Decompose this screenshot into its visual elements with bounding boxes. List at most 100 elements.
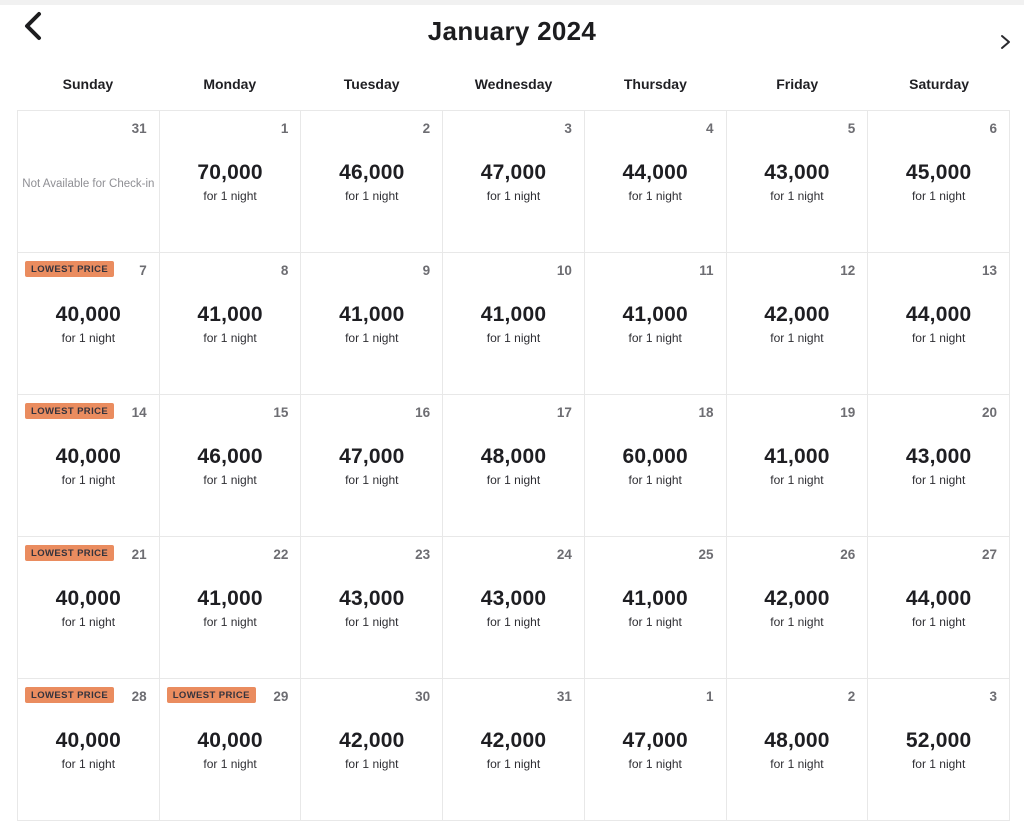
calendar-day[interactable]: 22 41,000 for 1 night bbox=[159, 537, 302, 679]
per-night-label: for 1 night bbox=[486, 757, 541, 771]
day-number: 1 bbox=[280, 121, 289, 136]
weekday-label-friday: Friday bbox=[776, 76, 819, 92]
calendar-day[interactable]: 31 42,000 for 1 night bbox=[443, 679, 585, 821]
day-number: 21 bbox=[131, 547, 147, 562]
price-value: 43,000 bbox=[764, 161, 830, 184]
day-number: 16 bbox=[415, 405, 431, 420]
day-number: 6 bbox=[989, 121, 997, 136]
per-night-label: for 1 night bbox=[911, 189, 966, 203]
price-value: 41,000 bbox=[197, 587, 263, 610]
weekday-label-sunday: Sunday bbox=[62, 76, 114, 92]
day-number: 26 bbox=[840, 547, 856, 562]
unavailable-note: Not Available for Check-in bbox=[22, 178, 155, 190]
calendar-day[interactable]: 3 52,000 for 1 night bbox=[868, 679, 1010, 821]
calendar-day[interactable]: 24 43,000 for 1 night bbox=[443, 537, 585, 679]
calendar-day[interactable]: 9 41,000 for 1 night bbox=[301, 253, 444, 395]
price-block: 48,000 for 1 night bbox=[443, 444, 584, 487]
price-block: 40,000 for 1 night bbox=[18, 302, 159, 345]
weekday-label-wednesday: Wednesday bbox=[474, 76, 553, 92]
next-month-button[interactable] bbox=[994, 31, 1016, 55]
lowest-price-badge: LOWEST PRICE bbox=[166, 687, 256, 703]
calendar-day[interactable]: 20 43,000 for 1 night bbox=[868, 395, 1010, 537]
price-value: 42,000 bbox=[480, 729, 547, 752]
calendar-day[interactable]: 4 44,000 for 1 night bbox=[584, 111, 727, 253]
day-number: 17 bbox=[556, 405, 572, 420]
lowest-price-badge: LOWEST PRICE bbox=[25, 545, 115, 561]
calendar-day[interactable]: 8 41,000 for 1 night bbox=[159, 253, 302, 395]
per-night-label: for 1 night bbox=[203, 189, 257, 203]
price-block: 41,000 for 1 night bbox=[160, 586, 301, 629]
day-number: 2 bbox=[847, 689, 856, 704]
per-night-label: for 1 night bbox=[486, 331, 541, 345]
per-night-label: for 1 night bbox=[911, 473, 966, 487]
price-value: 47,000 bbox=[480, 161, 547, 184]
per-night-label: for 1 night bbox=[61, 473, 116, 487]
weekday-label-thursday: Thursday bbox=[623, 76, 687, 92]
calendar-day[interactable]: 6 45,000 for 1 night bbox=[868, 111, 1010, 253]
page-title: January 2024 bbox=[427, 16, 597, 46]
price-value: 47,000 bbox=[622, 729, 688, 752]
price-block: 48,000 for 1 night bbox=[727, 728, 868, 771]
calendar-day[interactable]: 23 43,000 for 1 night bbox=[301, 537, 444, 679]
day-number: 5 bbox=[847, 121, 856, 136]
calendar-day[interactable]: LOWEST PRICE 7 40,000 for 1 night bbox=[18, 253, 160, 395]
price-value: 43,000 bbox=[339, 587, 405, 610]
calendar-day[interactable]: 27 44,000 for 1 night bbox=[868, 537, 1010, 679]
calendar-day[interactable]: 3 47,000 for 1 night bbox=[443, 111, 585, 253]
price-block: 40,000 for 1 night bbox=[18, 444, 159, 487]
previous-month-button[interactable] bbox=[16, 9, 50, 45]
per-night-label: for 1 night bbox=[911, 757, 966, 771]
price-value: 41,000 bbox=[622, 303, 688, 326]
price-value: 70,000 bbox=[197, 161, 263, 184]
price-block: 60,000 for 1 night bbox=[585, 444, 726, 487]
calendar-day[interactable]: 15 46,000 for 1 night bbox=[159, 395, 302, 537]
day-number: 19 bbox=[840, 405, 856, 420]
day-number: 7 bbox=[139, 263, 147, 278]
calendar-day[interactable]: 26 42,000 for 1 night bbox=[726, 537, 869, 679]
calendar-day[interactable]: 16 47,000 for 1 night bbox=[301, 395, 444, 537]
day-number: 20 bbox=[981, 405, 997, 420]
calendar-day[interactable]: 2 46,000 for 1 night bbox=[301, 111, 444, 253]
calendar-day[interactable]: 18 60,000 for 1 night bbox=[584, 395, 727, 537]
price-block: 45,000 for 1 night bbox=[868, 160, 1009, 203]
calendar-day[interactable]: 19 41,000 for 1 night bbox=[726, 395, 869, 537]
calendar-day[interactable]: 30 42,000 for 1 night bbox=[301, 679, 444, 821]
calendar-day[interactable]: LOWEST PRICE 14 40,000 for 1 night bbox=[18, 395, 160, 537]
price-block: 42,000 for 1 night bbox=[727, 302, 868, 345]
calendar-day[interactable]: LOWEST PRICE 21 40,000 for 1 night bbox=[18, 537, 160, 679]
calendar-day[interactable]: 12 42,000 for 1 night bbox=[726, 253, 869, 395]
per-night-label: for 1 night bbox=[628, 331, 682, 345]
per-night-label: for 1 night bbox=[486, 473, 541, 487]
price-value: 40,000 bbox=[55, 303, 122, 326]
calendar-day[interactable]: LOWEST PRICE 28 40,000 for 1 night bbox=[18, 679, 160, 821]
calendar-day[interactable]: 10 41,000 for 1 night bbox=[443, 253, 585, 395]
calendar-day[interactable]: 1 47,000 for 1 night bbox=[584, 679, 727, 821]
price-value: 40,000 bbox=[55, 445, 122, 468]
day-number: 1 bbox=[706, 689, 714, 704]
price-value: 46,000 bbox=[197, 445, 263, 468]
price-value: 44,000 bbox=[905, 587, 972, 610]
day-number: 18 bbox=[698, 405, 714, 420]
day-number: 13 bbox=[981, 263, 997, 278]
calendar-day[interactable]: 11 41,000 for 1 night bbox=[584, 253, 727, 395]
calendar-day[interactable]: 5 43,000 for 1 night bbox=[726, 111, 869, 253]
per-night-label: for 1 night bbox=[486, 615, 541, 629]
day-number: 3 bbox=[564, 121, 572, 136]
price-block: 41,000 for 1 night bbox=[727, 444, 868, 487]
calendar-day[interactable]: 13 44,000 for 1 night bbox=[868, 253, 1010, 395]
per-night-label: for 1 night bbox=[203, 757, 257, 771]
chevron-right-icon bbox=[999, 34, 1012, 53]
per-night-label: for 1 night bbox=[203, 331, 257, 345]
price-value: 42,000 bbox=[764, 303, 830, 326]
price-value: 48,000 bbox=[764, 729, 830, 752]
calendar-day[interactable]: 25 41,000 for 1 night bbox=[584, 537, 727, 679]
price-block: 43,000 for 1 night bbox=[868, 444, 1009, 487]
price-block: 46,000 for 1 night bbox=[301, 160, 442, 203]
calendar-day[interactable]: 1 70,000 for 1 night bbox=[159, 111, 302, 253]
price-value: 43,000 bbox=[905, 445, 972, 468]
calendar-day[interactable]: 17 48,000 for 1 night bbox=[443, 395, 585, 537]
calendar-day[interactable]: LOWEST PRICE 29 40,000 for 1 night bbox=[159, 679, 302, 821]
per-night-label: for 1 night bbox=[770, 189, 824, 203]
calendar-day[interactable]: 2 48,000 for 1 night bbox=[726, 679, 869, 821]
per-night-label: for 1 night bbox=[345, 757, 399, 771]
